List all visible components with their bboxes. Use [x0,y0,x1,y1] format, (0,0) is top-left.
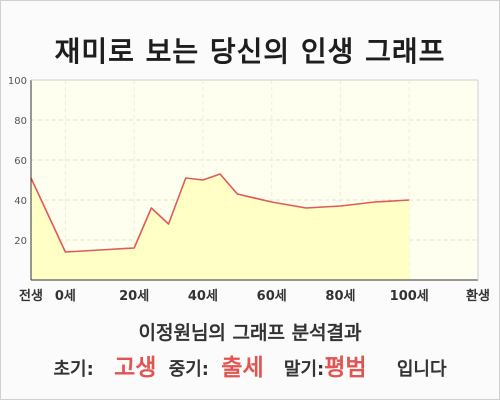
x-tick-label: 전생 [19,288,43,304]
result-summary: 초기: 고생 중기: 출세 말기:평범 입니다 [0,348,500,382]
y-tick-label: 20 [14,236,27,247]
ending-text: 입니다 [396,359,447,380]
early-label: 초기: [53,359,94,380]
late-value: 평범 [324,355,367,381]
y-tick-label: 80 [14,116,27,127]
middle-label: 중기: [168,359,210,380]
x-tick-label: 60세 [257,289,287,304]
x-tick-label: 환생 [466,288,490,304]
area-fill [31,174,410,280]
late-label: 말기: [283,359,325,380]
early-value: 고생 [114,355,157,381]
page-title: 재미로 보는 당신의 인생 그래프 [54,35,446,68]
x-tick-label: 20세 [119,289,149,304]
x-tick-label: 40세 [188,289,218,304]
y-tick-label: 40 [14,196,27,207]
y-tick-label: 60 [14,156,27,167]
y-tick-label: 100 [8,76,27,87]
life-line [30,173,410,253]
x-tick-label: 100세 [390,289,429,304]
x-tick-label: 80세 [325,289,355,304]
middle-value: 출세 [221,355,264,381]
x-tick-label: 0세 [55,289,76,304]
result-subtitle: 이정원님의 그래프 분석결과 [138,322,362,344]
